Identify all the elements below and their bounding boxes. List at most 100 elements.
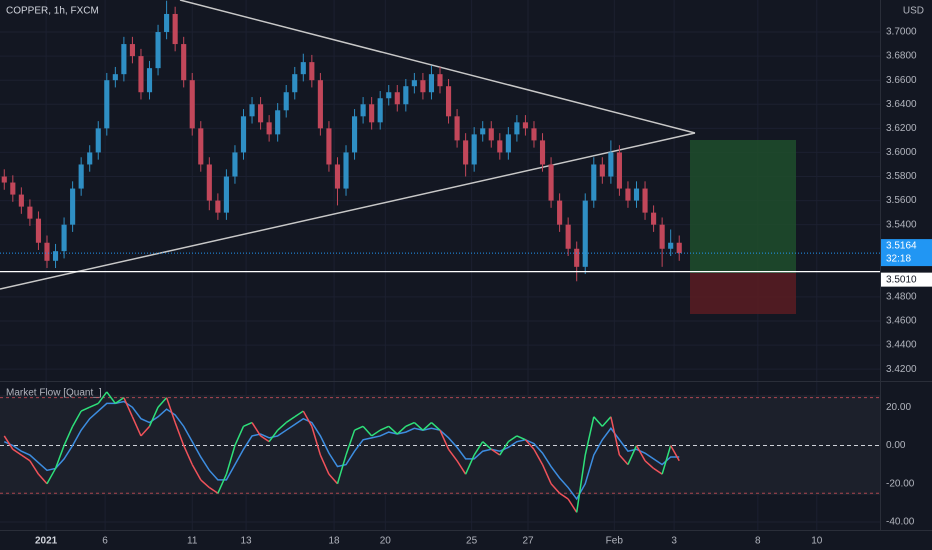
y-tick-label: 3.4600 (886, 316, 917, 327)
flow-segment (191, 464, 202, 481)
candle-body (428, 74, 435, 93)
flow-segment (670, 445, 680, 462)
trendline-lower (0, 132, 696, 290)
candle-body (463, 140, 469, 165)
band-fill (0, 395, 880, 495)
flow-segment (567, 498, 578, 513)
y-tick-label: 3.4800 (886, 292, 917, 303)
candle-body (232, 152, 238, 177)
candle-body (35, 218, 42, 243)
flow-segment (482, 441, 492, 450)
candle-body (215, 200, 221, 213)
y-tick-label: 3.4400 (886, 340, 917, 351)
x-tick-label: 2021 (35, 536, 58, 547)
candle-body (411, 80, 417, 87)
candle-body (206, 164, 212, 201)
candle-body (608, 152, 614, 177)
flow-segment (627, 445, 638, 465)
candle-body (10, 182, 16, 195)
candle-body (317, 80, 323, 129)
flow-segment (422, 421, 432, 431)
candle-body (454, 116, 460, 141)
candle-body (633, 188, 640, 201)
flow-segment (499, 441, 509, 456)
flow-segment (354, 425, 364, 431)
flow-segment (174, 422, 185, 446)
flow-segment (3, 435, 14, 450)
candle-body (326, 128, 332, 165)
flow-segment (148, 406, 159, 427)
flow-segment (157, 397, 168, 408)
candle-body (155, 32, 161, 69)
x-tick-label: 13 (240, 536, 252, 547)
flow-segment (106, 391, 116, 404)
flow-segment (123, 397, 134, 418)
candle-body (334, 164, 341, 189)
candle-body (369, 104, 375, 123)
flow-segment (54, 445, 65, 469)
x-tick-label: 10 (811, 536, 823, 547)
candle-body (403, 86, 409, 105)
candle-body (266, 122, 272, 135)
flow-segment (516, 435, 526, 441)
candle-body (223, 176, 229, 213)
candle-body (480, 128, 486, 135)
candle-body (61, 224, 67, 252)
candle-body (377, 98, 383, 123)
candle-body (249, 104, 255, 117)
candle-body (522, 122, 528, 129)
entry-label: 3.5010 (886, 274, 917, 285)
currency-label: USD (903, 6, 924, 17)
flow-segment (89, 402, 99, 408)
x-tick-label: Feb (606, 536, 624, 547)
flow-segment (456, 460, 467, 475)
candle-body (292, 74, 298, 93)
flow-segment (20, 454, 31, 462)
countdown-label: 32:18 (886, 254, 911, 265)
y-tick-label: 3.4200 (886, 364, 917, 375)
candle-body (283, 92, 289, 111)
flow-segment (447, 448, 458, 462)
candle-body (557, 200, 563, 225)
flow-segment (285, 416, 296, 424)
flow-segment (294, 410, 304, 418)
candle-body (343, 152, 349, 189)
flow-segment (371, 429, 381, 437)
flow-segment (131, 416, 142, 437)
candle-body (181, 44, 187, 81)
flow-segment (277, 421, 287, 431)
flow-segment (268, 429, 279, 443)
flow-segment (362, 425, 373, 437)
y-tick-label: 3.5600 (886, 195, 917, 206)
flow-segment (379, 425, 390, 431)
y-tick-label: 0.00 (886, 440, 906, 451)
candle-body (437, 74, 443, 87)
flow-segment (490, 448, 501, 456)
candle-body (52, 251, 59, 261)
y-tick-label: 3.6800 (886, 51, 917, 62)
candle-body (1, 176, 7, 183)
flow-segment (140, 425, 151, 437)
x-tick-label: 11 (187, 536, 198, 547)
x-tick-label: 18 (328, 536, 340, 547)
flow-segment (165, 397, 176, 423)
candle-body (44, 242, 50, 261)
candle-body (258, 104, 264, 123)
x-tick-label: 25 (466, 536, 478, 547)
y-tick-label: 3.6200 (886, 123, 917, 134)
candle-body (275, 110, 281, 135)
candle-body (514, 122, 520, 135)
flow-segment (29, 460, 40, 475)
candle-body (531, 128, 537, 141)
y-tick-label: 20.00 (886, 402, 911, 413)
flow-segment (260, 435, 270, 443)
x-tick-label: 8 (755, 536, 761, 547)
flow-segment (71, 410, 82, 427)
flow-segment (311, 426, 322, 456)
flow-segment (234, 426, 245, 446)
candle-body (591, 164, 597, 201)
candle-body (548, 164, 554, 201)
candle-body (394, 92, 400, 105)
entry-badge (881, 272, 932, 287)
